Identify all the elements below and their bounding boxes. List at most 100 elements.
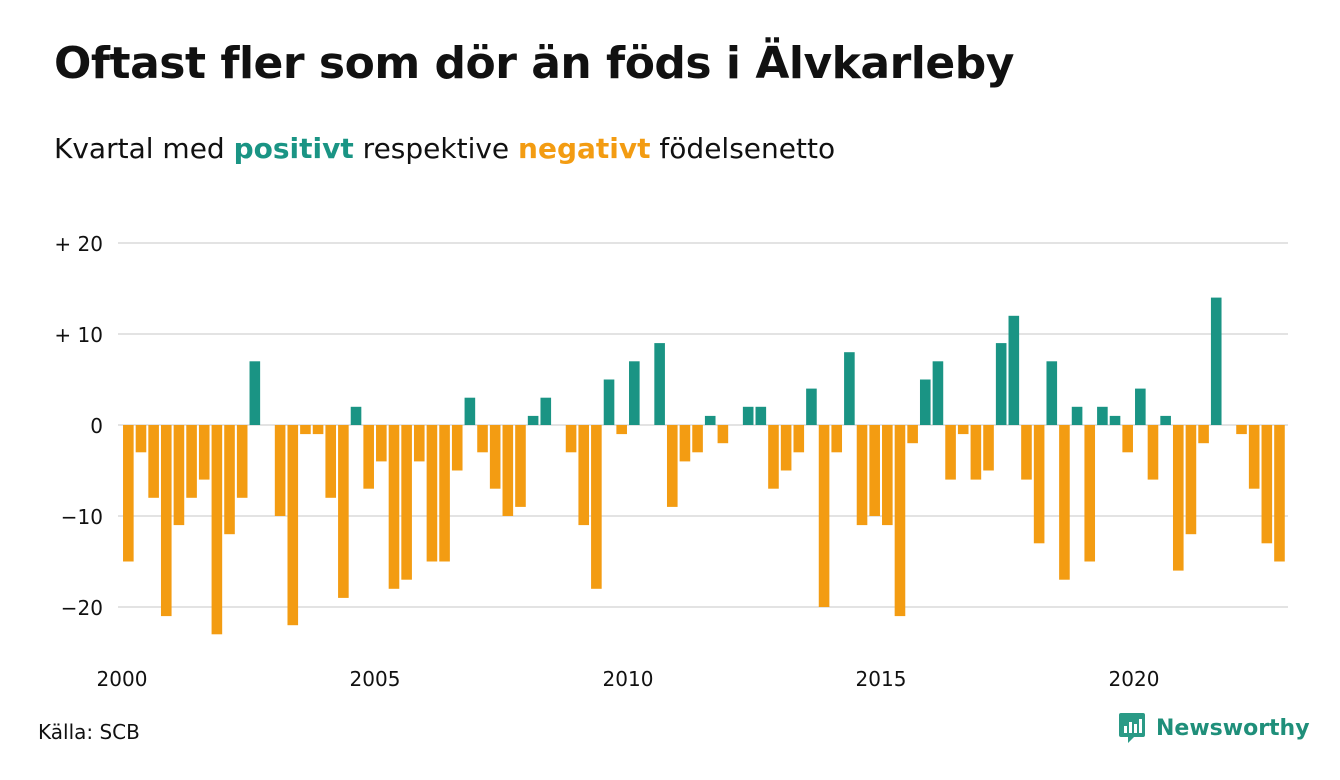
- bar-negative: [451, 425, 463, 471]
- bars: [123, 297, 1285, 635]
- bar-negative: [1147, 425, 1159, 480]
- bar-negative: [957, 425, 969, 435]
- x-tick-label: 2005: [350, 667, 401, 691]
- bar-negative: [439, 425, 450, 562]
- subtitle-positive-word: positivt: [233, 132, 354, 165]
- bar-negative: [426, 425, 438, 562]
- bar-negative: [970, 425, 982, 480]
- bar-negative: [1236, 425, 1247, 435]
- bar-positive: [350, 406, 362, 425]
- bar-negative: [818, 425, 830, 607]
- x-tick-label: 2010: [603, 667, 654, 691]
- bar-negative: [780, 425, 792, 471]
- bar-positive: [464, 397, 476, 425]
- y-tick-label: −10: [61, 505, 103, 529]
- bar-negative: [300, 425, 311, 435]
- bar-negative: [907, 425, 918, 444]
- bar-negative: [477, 425, 488, 453]
- brand[interactable]: Newsworthy: [1118, 712, 1310, 744]
- subtitle-part3: födelsenetto: [650, 132, 836, 165]
- bar-negative: [856, 425, 868, 526]
- subtitle-negative-word: negativt: [518, 132, 651, 165]
- bar-negative: [363, 425, 374, 489]
- newsworthy-logo-icon: [1119, 713, 1145, 743]
- bar-negative: [945, 425, 956, 480]
- y-tick-label: + 10: [54, 323, 103, 347]
- bar-negative: [148, 425, 159, 498]
- bar-positive: [603, 379, 615, 425]
- bar-negative: [287, 425, 299, 626]
- bar-negative: [882, 425, 893, 526]
- bar-negative: [274, 425, 286, 516]
- bar-negative: [173, 425, 185, 526]
- bar-negative: [831, 425, 843, 453]
- x-tick-label: 2020: [1109, 667, 1160, 691]
- bar-positive: [540, 397, 552, 425]
- bar-negative: [1198, 425, 1209, 444]
- bar-negative: [236, 425, 248, 498]
- bar-positive: [806, 388, 817, 425]
- bar-positive: [249, 361, 261, 425]
- bar-positive: [1008, 315, 1020, 425]
- bar-negative: [1248, 425, 1260, 489]
- bar-positive: [1071, 406, 1083, 425]
- x-tick-label: 2015: [856, 667, 907, 691]
- bar-negative: [376, 425, 387, 462]
- bar-negative: [338, 425, 349, 598]
- bar-negative: [1172, 425, 1184, 571]
- subtitle-part1: Kvartal med: [54, 132, 234, 165]
- bar-negative: [717, 425, 729, 444]
- bar-negative: [502, 425, 514, 516]
- bar-positive: [1210, 297, 1222, 425]
- chart-title: Oftast fler som dör än föds i Älvkarleby: [54, 38, 1014, 89]
- bar-negative: [1261, 425, 1273, 544]
- bar-positive: [704, 415, 716, 425]
- chart-subtitle: Kvartal med positivt respektive negativt…: [54, 132, 835, 165]
- bar-positive: [629, 361, 640, 425]
- bar-positive: [844, 352, 855, 425]
- bar-positive: [995, 343, 1007, 425]
- bar-negative: [1033, 425, 1045, 544]
- bar-negative: [401, 425, 412, 580]
- bar-negative: [692, 425, 703, 453]
- bar-positive: [742, 406, 754, 425]
- brand-name: Newsworthy: [1156, 715, 1310, 741]
- bar-negative: [616, 425, 627, 435]
- x-tick-label: 2000: [97, 667, 148, 691]
- bar-positive: [1097, 406, 1108, 425]
- bar-negative: [325, 425, 337, 498]
- bar-negative: [135, 425, 147, 453]
- y-axis-ticks: + 20 + 10 0 −10 −20: [54, 232, 103, 620]
- bar-positive: [932, 361, 944, 425]
- bar-negative: [388, 425, 400, 589]
- bar-negative: [591, 425, 602, 589]
- bar-negative: [413, 425, 425, 462]
- bar-positive: [1135, 388, 1146, 425]
- bar-negative: [515, 425, 526, 507]
- bar-negative: [198, 425, 210, 480]
- x-axis-ticks: 2000 2005 2010 2015 2020: [97, 667, 1160, 691]
- bar-negative: [793, 425, 805, 453]
- subtitle-part2: respektive: [353, 132, 519, 165]
- source-note: Källa: SCB: [38, 720, 140, 744]
- bar-negative: [869, 425, 880, 516]
- bar-negative: [666, 425, 678, 507]
- bar-positive: [755, 406, 767, 425]
- bar-negative: [224, 425, 235, 535]
- bar-negative: [186, 425, 197, 498]
- bar-negative: [768, 425, 779, 489]
- bar-negative: [123, 425, 134, 562]
- bar-negative: [679, 425, 691, 462]
- bar-negative: [1021, 425, 1032, 480]
- bar-positive: [1046, 361, 1058, 425]
- bar-negative: [211, 425, 223, 635]
- bar-negative: [578, 425, 590, 526]
- bar-negative: [1059, 425, 1070, 580]
- bar-negative: [1274, 425, 1285, 562]
- bar-negative: [160, 425, 172, 617]
- bar-positive: [919, 379, 931, 425]
- bar-negative: [1122, 425, 1133, 453]
- bar-negative: [489, 425, 501, 489]
- bar-negative: [1084, 425, 1096, 562]
